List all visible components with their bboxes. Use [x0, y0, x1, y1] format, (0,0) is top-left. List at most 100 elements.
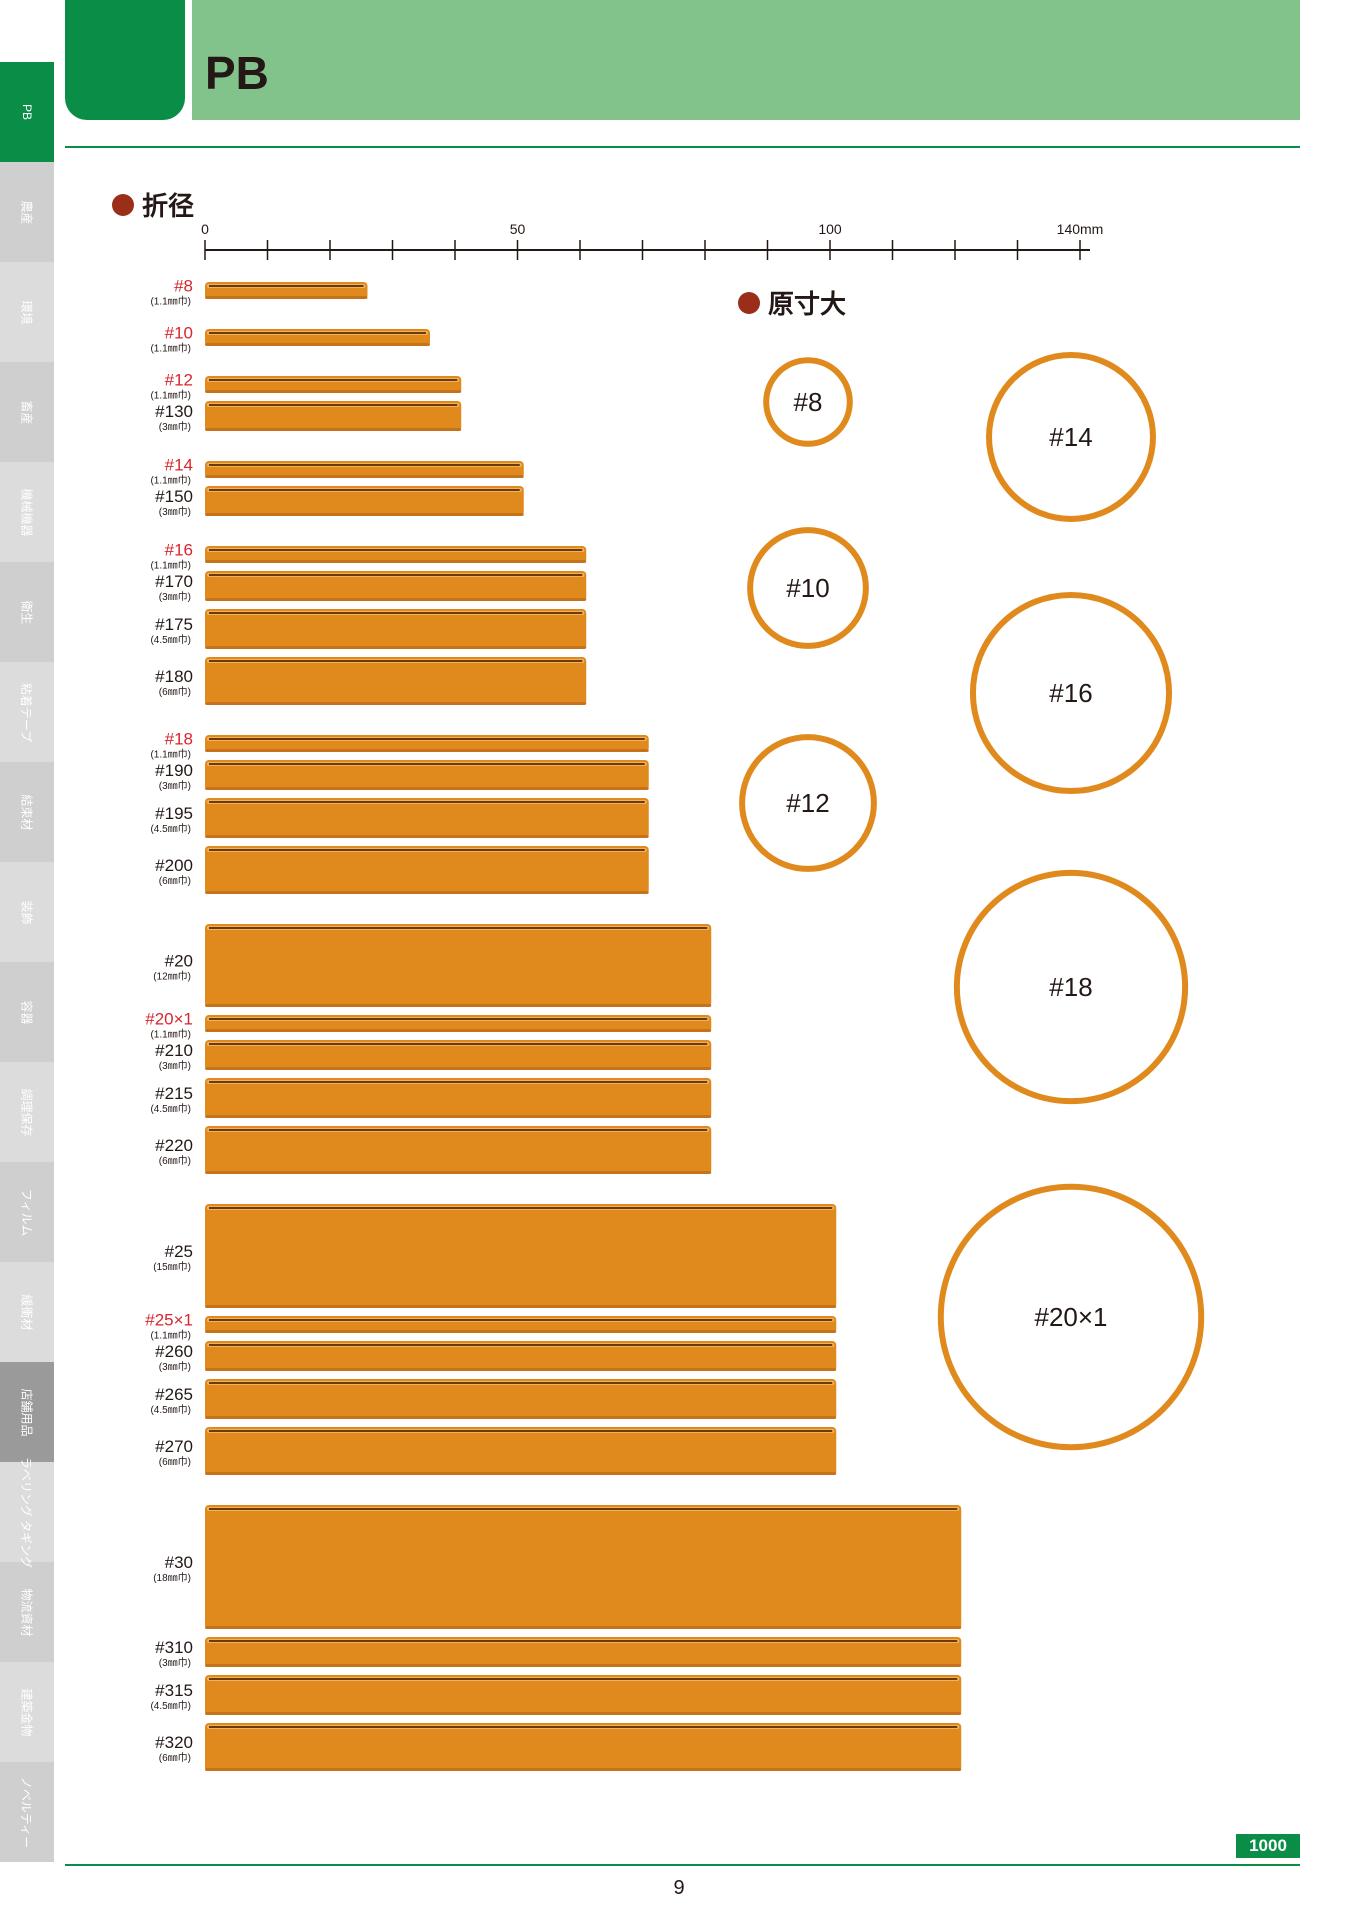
sidebar-tab-10[interactable]: 調理保存 [0, 1062, 54, 1162]
band-width-label: (1.1㎜巾) [150, 474, 191, 487]
page-number: 9 [673, 1877, 685, 1899]
band-body [205, 924, 712, 1007]
band-body [205, 1723, 962, 1771]
sidebar-tab-16[interactable]: 建築金物 [0, 1662, 54, 1762]
actual-size-ring [937, 1183, 1205, 1451]
band-shadow [205, 1115, 712, 1118]
rubber-band-bar [205, 486, 524, 516]
band-width-label: (6㎜巾) [159, 1751, 191, 1764]
band-shadow [205, 835, 649, 838]
ring-label: #10 [786, 573, 829, 603]
header-band [192, 0, 1300, 120]
band-width-label: (4.5㎜巾) [150, 1699, 191, 1712]
band-width-label: (4.5㎜巾) [150, 633, 191, 646]
band-body [205, 798, 649, 838]
ring-label: #12 [786, 788, 829, 818]
sidebar-tab-8[interactable]: 装飾 [0, 862, 54, 962]
band-shadow [205, 560, 587, 563]
band-label: #310 [155, 1638, 193, 1657]
band-label: #200 [155, 856, 193, 875]
rubber-band-bar [205, 1078, 712, 1118]
rubber-band-bar [205, 329, 430, 346]
band-label: #8 [174, 277, 193, 296]
sidebar-tab-17[interactable]: ノベルティー [0, 1762, 54, 1862]
header-divider [65, 146, 1300, 148]
band-shadow [205, 1067, 712, 1070]
sidebar-tab-9[interactable]: 容器 [0, 962, 54, 1062]
band-body [205, 1427, 837, 1475]
sidebar-tab-15[interactable]: 物流資材 [0, 1562, 54, 1662]
header-accent-block [65, 0, 185, 120]
sidebar-tab-6[interactable]: 粘着テープ [0, 662, 54, 762]
band-width-label: (18㎜巾) [153, 1571, 191, 1584]
band-label: #270 [155, 1437, 193, 1456]
band-label: #210 [155, 1041, 193, 1060]
band-label: #12 [165, 371, 193, 390]
band-label: #315 [155, 1681, 193, 1700]
band-label: #18 [165, 730, 193, 749]
sidebar-tab-12[interactable]: 緩衝材 [0, 1262, 54, 1362]
band-label: #180 [155, 667, 193, 686]
sidebar-tab-11[interactable]: フィルム [0, 1162, 54, 1262]
band-width-label: (1.1㎜巾) [150, 389, 191, 402]
band-body [205, 846, 649, 894]
band-shadow [205, 513, 524, 516]
band-shadow [205, 1416, 837, 1419]
rubber-band-bar [205, 1723, 962, 1771]
rubber-band-bar [205, 1341, 837, 1371]
band-width-label: (3㎜巾) [159, 590, 191, 603]
band-width-label: (4.5㎜巾) [150, 822, 191, 835]
band-width-label: (6㎜巾) [159, 1154, 191, 1167]
footer-divider [65, 1864, 1300, 1866]
axis-tick-label: 140mm [1057, 221, 1104, 237]
sidebar-tab-13[interactable]: 店舗用品 [0, 1362, 54, 1462]
rubber-band-bar [205, 571, 587, 601]
band-label: #260 [155, 1342, 193, 1361]
sidebar-tab-14[interactable]: ラベリング タギング [0, 1456, 54, 1568]
sidebar-tab-7[interactable]: 結束材 [0, 762, 54, 862]
band-body [205, 1379, 837, 1419]
rubber-band-bar [205, 546, 587, 563]
sidebar-tab-5[interactable]: 衛生 [0, 562, 54, 662]
band-shadow [205, 749, 649, 752]
sidebar-tab-0[interactable]: PB [0, 62, 54, 162]
ring-label: #16 [1049, 678, 1092, 708]
band-shadow [205, 702, 587, 705]
rubber-band-bar [205, 1316, 837, 1333]
band-shadow [205, 891, 649, 894]
band-shadow [205, 1712, 962, 1715]
band-body [205, 571, 587, 601]
band-shadow [205, 598, 587, 601]
axis-tick-label: 100 [818, 221, 842, 237]
band-label: #265 [155, 1385, 193, 1404]
band-label: #16 [165, 541, 193, 560]
band-width-label: (3㎜巾) [159, 505, 191, 518]
section-actual-title: 原寸大 [738, 284, 846, 321]
actual-size-ring [953, 869, 1189, 1105]
product-code-badge: 1000 [1236, 1834, 1300, 1858]
rubber-band-bar [205, 282, 368, 299]
band-width-label: (4.5㎜巾) [150, 1102, 191, 1115]
sidebar-tab-4[interactable]: 機械機器 [0, 462, 54, 562]
ring-label: #14 [1049, 422, 1092, 452]
rubber-band-bar [205, 1637, 962, 1667]
band-label: #20 [165, 952, 193, 971]
band-width-label: (3㎜巾) [159, 1360, 191, 1373]
band-shadow [205, 390, 462, 393]
band-body [205, 1675, 962, 1715]
actual-size-ring [969, 591, 1173, 795]
band-body [205, 1341, 837, 1371]
band-label: #30 [165, 1553, 193, 1572]
band-body [205, 1126, 712, 1174]
rubber-band-bar [205, 760, 649, 790]
sidebar-tab-2[interactable]: 環境 [0, 262, 54, 362]
sidebar-tab-1[interactable]: 農産 [0, 162, 54, 262]
sidebar-tab-3[interactable]: 畜産 [0, 362, 54, 462]
band-label: #195 [155, 804, 193, 823]
rubber-band-bar [205, 846, 649, 894]
category-sidebar: PB 農産 環境 畜産 機械機器 衛生 粘着テープ 結束材 装飾 容器 調理保存 フィルム 緩衝材 店舗用… [0, 62, 54, 1862]
band-shadow [205, 1305, 837, 1308]
rubber-band-bar [205, 1427, 837, 1475]
rubber-band-bar [205, 376, 462, 393]
rubber-band-bar [205, 1505, 962, 1629]
